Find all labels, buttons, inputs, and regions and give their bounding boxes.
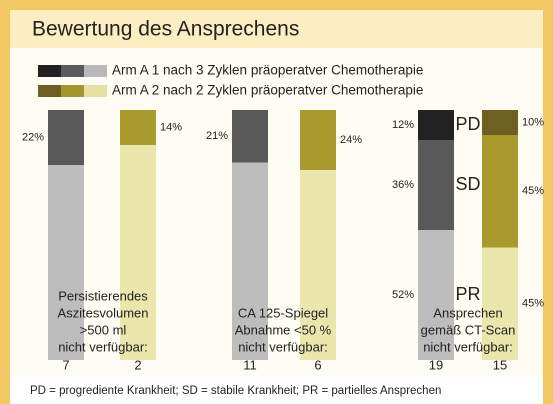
missing-count: 7	[62, 357, 69, 372]
value-label: 22%	[22, 131, 44, 143]
bar-segment	[418, 230, 454, 360]
panel-note: Ansprechen	[433, 305, 502, 320]
segment-name: SD	[455, 174, 480, 194]
panel-note: CA 125-Spiegel	[238, 305, 328, 320]
value-label: 45%	[522, 298, 544, 310]
value-label: 36%	[392, 179, 414, 191]
bar-segment	[300, 170, 336, 360]
panel-note: Aszitesvolumen	[57, 305, 148, 320]
legend-swatch	[61, 85, 84, 97]
bar-segment	[482, 135, 518, 248]
value-label: 10%	[522, 116, 544, 128]
bar-segment	[120, 145, 156, 360]
missing-count: 2	[134, 357, 141, 372]
legend-swatch	[38, 65, 61, 77]
panel-note: nicht verfügbar:	[423, 339, 513, 354]
legend-swatch	[84, 65, 107, 77]
bar-segment	[418, 110, 454, 140]
bar-segment	[482, 247, 518, 360]
bar-segment	[48, 165, 84, 360]
value-label: 12%	[392, 119, 414, 131]
legend-swatch	[84, 85, 107, 97]
value-label: 45%	[522, 185, 544, 197]
panel-note: Persistierendes	[58, 288, 148, 303]
title-band	[10, 10, 543, 48]
value-label: 14%	[160, 121, 182, 133]
bar-segment	[482, 110, 518, 135]
bar-segment	[120, 110, 156, 145]
bar-segment	[300, 110, 336, 170]
segment-name: PD	[455, 114, 480, 134]
legend-label: Arm A 2 nach 2 Zyklen präoperatver Chemo…	[112, 83, 423, 98]
bar-segment	[418, 140, 454, 230]
value-label: 52%	[392, 289, 414, 301]
panel-note: gemäß CT-Scan	[421, 322, 516, 337]
legend-swatch	[61, 65, 84, 77]
missing-count: 15	[493, 357, 507, 372]
panel-note: nicht verfügbar:	[238, 339, 328, 354]
panel-note: Abnahme <50 %	[235, 322, 332, 337]
bar-segment	[48, 110, 84, 165]
missing-count: 6	[314, 357, 321, 372]
legend-label: Arm A 1 nach 3 Zyklen präoperatver Chemo…	[112, 63, 423, 78]
title: Bewertung des Ansprechens	[32, 18, 299, 41]
footnote: PD = progrediente Krankheit; SD = stabil…	[30, 385, 441, 397]
bar-segment	[232, 110, 268, 163]
panel-note: nicht verfügbar:	[58, 339, 148, 354]
value-label: 21%	[206, 130, 228, 142]
missing-count: 11	[243, 357, 257, 372]
bar-segment	[232, 162, 268, 360]
legend-swatch	[38, 85, 61, 97]
segment-name: PR	[455, 284, 480, 304]
panel-note: >500 ml	[80, 322, 127, 337]
footnote-band	[10, 377, 543, 404]
missing-count: 19	[429, 357, 443, 372]
value-label: 24%	[340, 134, 362, 146]
